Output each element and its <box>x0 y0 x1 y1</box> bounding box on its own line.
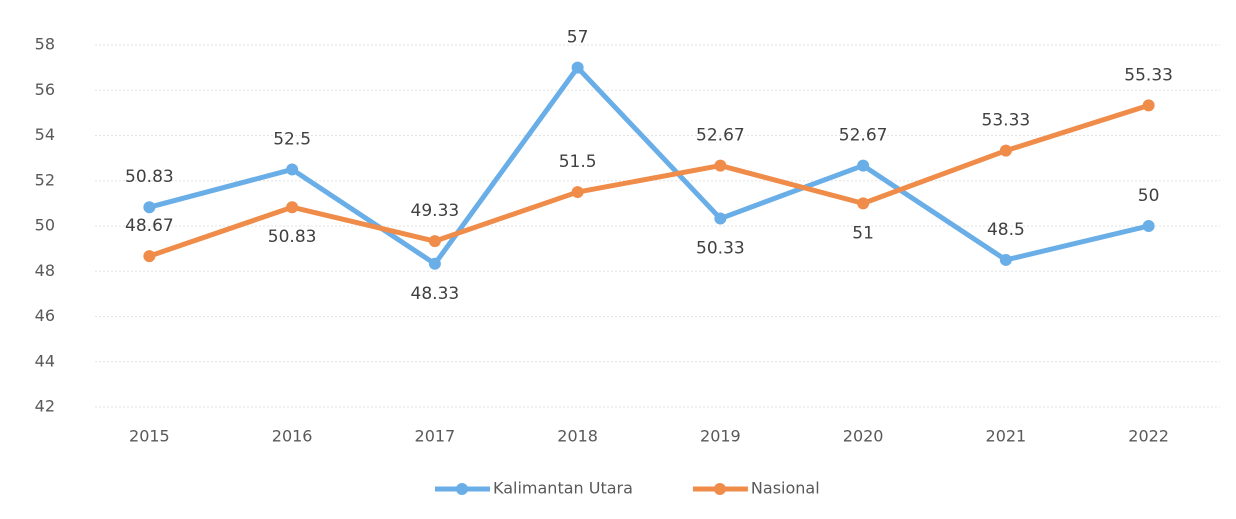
marker <box>143 201 156 214</box>
data-label: 49.33 <box>411 201 460 221</box>
y-tick-label: 46 <box>35 306 55 325</box>
marker <box>571 186 584 199</box>
line <box>148 65 1150 267</box>
marker <box>286 201 299 214</box>
marker <box>286 163 299 176</box>
marker <box>571 61 584 74</box>
legend-marker <box>456 483 468 495</box>
marker <box>143 250 156 263</box>
data-label: 52.67 <box>839 126 888 146</box>
marker <box>999 253 1012 266</box>
x-tick-label: 2020 <box>843 427 884 446</box>
marker <box>428 257 441 270</box>
marker <box>714 159 727 172</box>
marker <box>1142 220 1155 232</box>
data-label: 50 <box>1138 186 1160 206</box>
x-tick-label: 2022 <box>1128 427 1169 446</box>
x-tick-label: 2016 <box>272 427 313 446</box>
legend-label: Nasional <box>751 479 820 498</box>
data-label: 48.33 <box>411 284 460 304</box>
y-tick-label: 54 <box>35 125 55 144</box>
marker <box>857 159 870 172</box>
data-label: 50.83 <box>125 167 174 187</box>
data-label: 52.5 <box>273 129 311 149</box>
y-tick-label: 50 <box>35 216 55 235</box>
data-label: 53.33 <box>982 111 1031 131</box>
x-tick-label: 2017 <box>415 427 456 446</box>
marker <box>857 197 870 210</box>
data-label: 51.5 <box>559 152 597 172</box>
data-label: 51 <box>852 223 874 243</box>
y-tick-label: 52 <box>35 170 55 189</box>
legend-marker <box>713 483 726 495</box>
marker <box>999 144 1012 157</box>
marker <box>714 212 727 225</box>
y-tick-label: 44 <box>35 351 55 370</box>
y-tick-label: 42 <box>35 397 55 416</box>
x-tick-label: 2019 <box>700 427 741 446</box>
data-label: 52.67 <box>696 126 745 146</box>
y-tick-label: 56 <box>35 80 55 99</box>
x-tick-label: 2015 <box>129 427 170 446</box>
data-label: 50.33 <box>696 239 745 259</box>
y-tick-label: 58 <box>35 35 55 54</box>
data-label: 48.5 <box>987 220 1025 240</box>
data-label: 50.83 <box>268 227 317 247</box>
marker <box>428 235 441 248</box>
line <box>148 103 1150 259</box>
data-label: 57 <box>567 28 589 48</box>
legend-label: Kalimantan Utara <box>493 479 633 498</box>
marker <box>1142 99 1155 112</box>
y-tick-label: 48 <box>35 261 55 280</box>
data-label: 55.33 <box>1124 65 1173 85</box>
x-tick-label: 2018 <box>557 427 598 446</box>
data-label: 48.67 <box>125 216 174 236</box>
x-tick-label: 2021 <box>986 427 1027 446</box>
